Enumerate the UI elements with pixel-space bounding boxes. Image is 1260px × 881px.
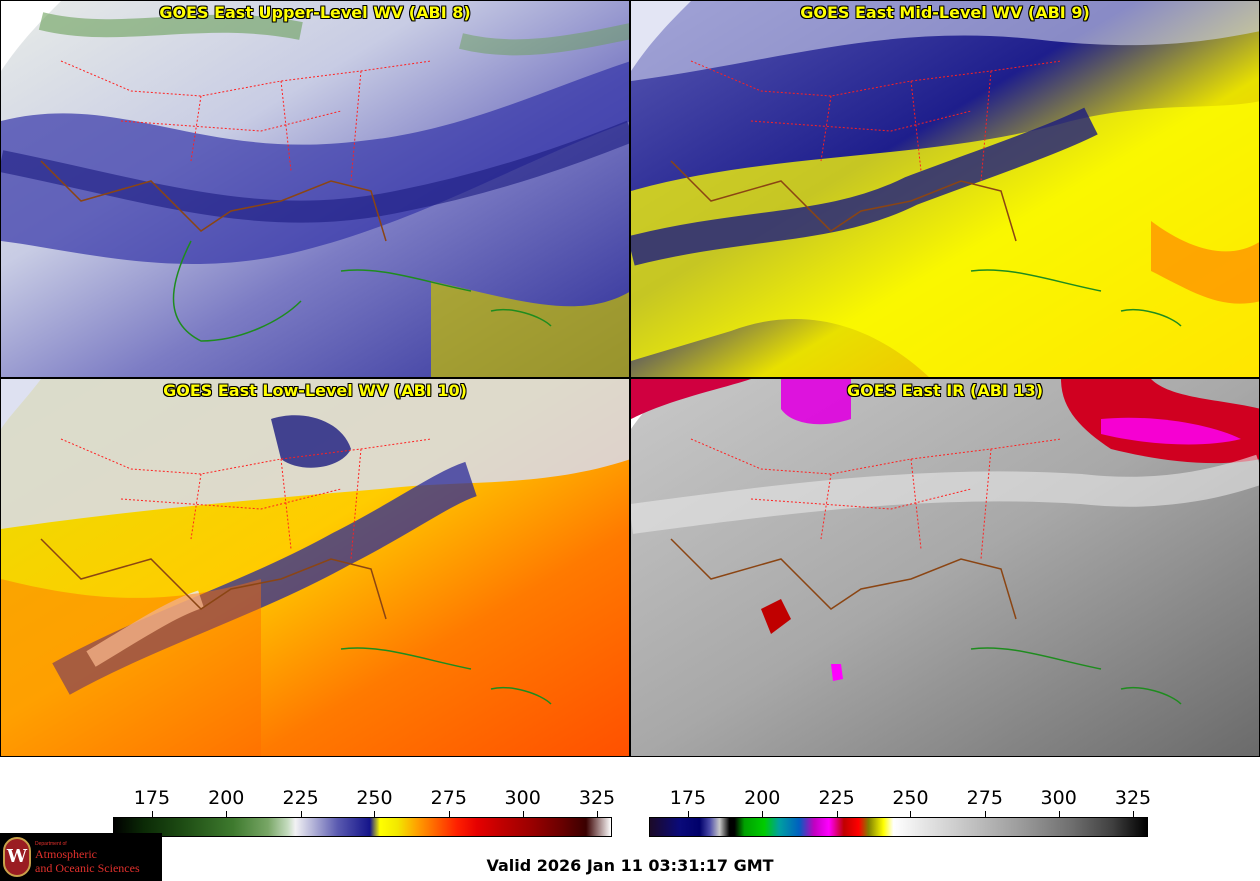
logo-line-2: and Oceanic Sciences [35, 861, 140, 875]
tick-mark [762, 811, 764, 817]
tick-mark [1058, 811, 1060, 817]
tick-mark [836, 811, 838, 817]
tick-label: 200 [744, 787, 781, 809]
ir-colorbar-gradient [649, 817, 1148, 837]
valid-time: Valid 2026 Jan 11 03:31:17 GMT [486, 856, 774, 875]
ir-map [631, 379, 1259, 756]
ir-colorbar-ticks: 175 200 225 250 275 300 325 [649, 781, 1152, 817]
low-level-wv-panel: GOES East Low-Level WV (ABI 10) [0, 378, 630, 757]
wv-colorbar: 175 200 225 250 275 300 325 [113, 781, 616, 841]
tick-label: 200 [208, 787, 245, 809]
tick-label: 300 [1040, 787, 1077, 809]
tick-label: 250 [892, 787, 929, 809]
low-level-wv-map [1, 379, 629, 756]
panel-title: GOES East Low-Level WV (ABI 10) [163, 381, 467, 400]
panel-title: GOES East Mid-Level WV (ABI 9) [800, 3, 1090, 22]
tick-mark [374, 811, 376, 817]
tick-mark [300, 811, 302, 817]
tick-label: 275 [430, 787, 467, 809]
tick-label: 175 [133, 787, 171, 809]
wv-colorbar-ticks: 175 200 225 250 275 300 325 [113, 781, 616, 817]
logo-line-1: Atmospheric [35, 847, 97, 861]
tick-label: 275 [966, 787, 1003, 809]
tick-mark [910, 811, 912, 817]
upper-level-wv-map [1, 1, 629, 377]
tick-label: 325 [1114, 787, 1152, 809]
tick-label: 300 [504, 787, 541, 809]
tick-mark [687, 811, 689, 817]
uw-crest-icon: W [3, 837, 31, 877]
tick-mark [1133, 811, 1135, 817]
tick-mark [522, 811, 524, 817]
tick-label: 225 [282, 787, 319, 809]
tick-label: 325 [578, 787, 616, 809]
upper-level-wv-panel: GOES East Upper-Level WV (ABI 8) [0, 0, 630, 378]
ir-colorbar: 175 200 225 250 275 300 325 [649, 781, 1152, 841]
tick-label: 175 [669, 787, 707, 809]
tick-mark [448, 811, 450, 817]
tick-mark [597, 811, 599, 817]
tick-label: 250 [356, 787, 393, 809]
mid-level-wv-panel: GOES East Mid-Level WV (ABI 9) [630, 0, 1260, 378]
wv-colorbar-gradient [113, 817, 612, 837]
ir-panel: GOES East IR (ABI 13) [630, 378, 1260, 757]
tick-mark [226, 811, 228, 817]
aos-logo: W Department of Atmospheric and Oceanic … [0, 833, 162, 881]
mid-level-wv-map [631, 1, 1259, 377]
tick-mark [984, 811, 986, 817]
logo-dept: Department of [35, 841, 67, 847]
tick-label: 225 [818, 787, 855, 809]
panel-title: GOES East Upper-Level WV (ABI 8) [159, 3, 471, 22]
panel-title: GOES East IR (ABI 13) [846, 381, 1044, 400]
tick-mark [151, 811, 153, 817]
